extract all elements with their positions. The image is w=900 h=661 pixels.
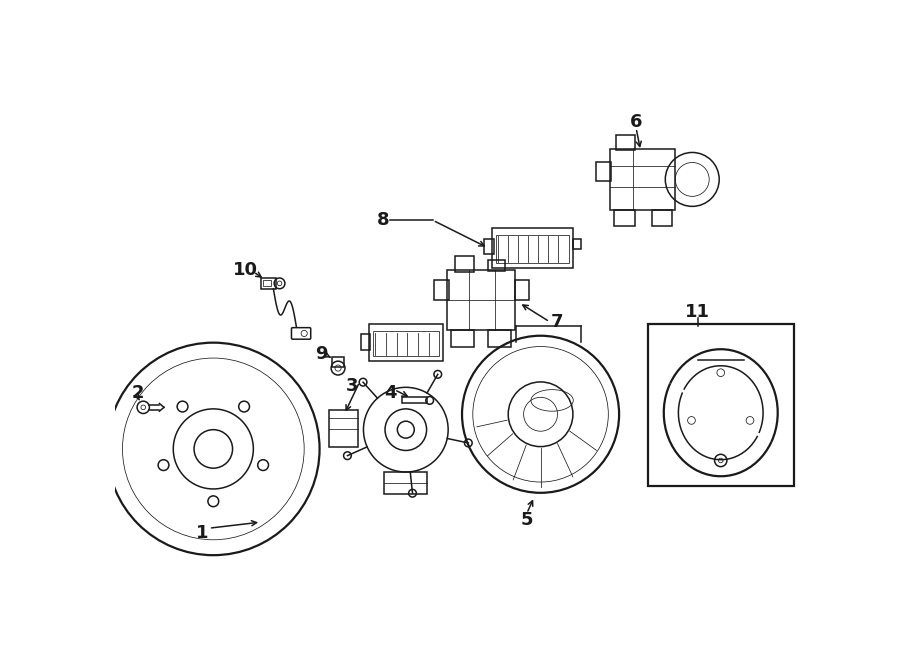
Bar [455,256,474,272]
Bar [648,324,794,486]
Text: 6: 6 [630,112,643,131]
Bar [361,334,371,350]
Text: 9: 9 [315,345,328,363]
Bar [515,280,529,299]
Bar [434,280,449,299]
Bar [614,210,635,225]
Bar [373,331,439,356]
Text: 5: 5 [520,511,533,529]
Text: 1: 1 [196,524,209,542]
Bar [328,410,358,447]
Text: 11: 11 [685,303,710,321]
Bar [384,472,428,494]
Text: 8: 8 [376,212,389,229]
Bar [573,239,580,249]
Bar [492,228,573,268]
Text: 7: 7 [551,313,563,331]
Bar [488,260,505,271]
Bar [369,324,443,361]
Bar [264,280,271,286]
Text: 4: 4 [384,385,397,403]
Bar [652,210,672,225]
Text: 3: 3 [346,377,358,395]
Bar [496,235,569,262]
Bar [332,358,344,367]
Text: 2: 2 [131,385,144,403]
Bar [261,278,276,289]
Bar [447,270,515,330]
Bar [402,397,427,403]
Text: 10: 10 [233,260,258,278]
Bar [610,149,675,210]
Bar [616,135,634,150]
Bar [451,330,474,347]
Bar [488,330,511,347]
Bar [484,239,493,254]
Bar [596,163,611,181]
